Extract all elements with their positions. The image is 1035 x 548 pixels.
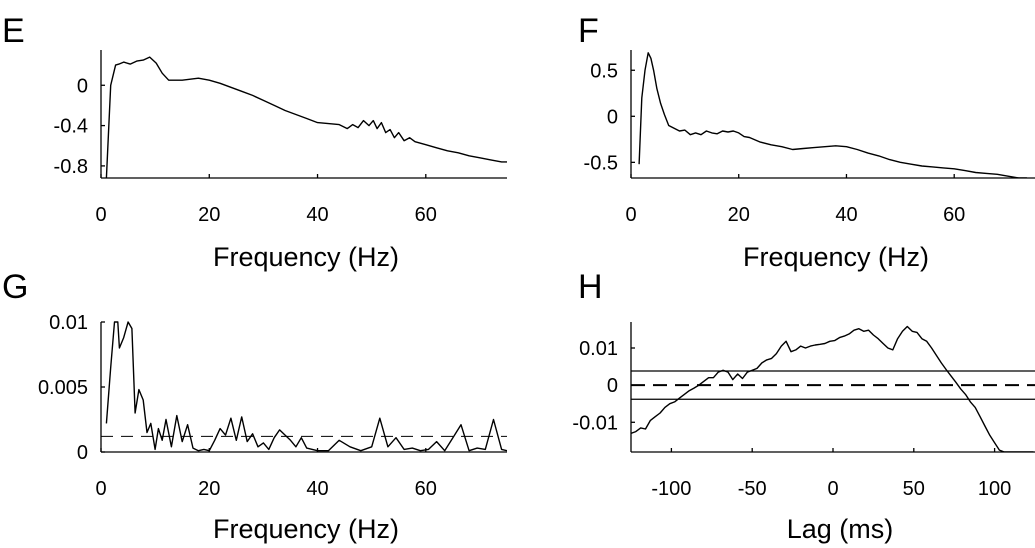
- panel-f-ytick-label: -0.5: [584, 152, 618, 174]
- panel-h-series-line: [631, 325, 1034, 452]
- panel-g-ytick-label: 0: [77, 442, 88, 464]
- panel-e-ytick-label: -0.4: [54, 116, 88, 138]
- panel-f-xlabel: Frequency (Hz): [743, 242, 929, 272]
- panel-g-xlabel: Frequency (Hz): [213, 514, 399, 544]
- panel-f-xtick-label: 0: [625, 204, 636, 226]
- panel-g-xtick-label: 60: [415, 478, 437, 500]
- panel-letter-e: E: [2, 12, 25, 50]
- panel-h-ytick-label: -0.01: [572, 412, 618, 434]
- panel-f: F Frequency (Hz) 0 20 40 60 0.5 0 -0.5: [578, 12, 1035, 272]
- panel-letter-f: F: [578, 12, 599, 50]
- panel-g-xtick-label: 0: [95, 478, 106, 500]
- panel-letter-h: H: [578, 268, 603, 306]
- panel-g: G Frequency (Hz) 0 20 40 60 0.01 0.005 0: [2, 268, 507, 544]
- panel-e-xlabel: Frequency (Hz): [213, 242, 399, 272]
- panel-letter-g: G: [2, 268, 28, 306]
- panel-e-series-line: [105, 56, 507, 178]
- panel-h-ytick-label: 0: [607, 375, 618, 397]
- panel-e-ytick-label: 0: [77, 75, 88, 97]
- panel-f-ytick-label: 0.5: [590, 60, 618, 82]
- panel-f-ytick-label: 0: [607, 106, 618, 128]
- panel-g-xtick-label: 20: [198, 478, 220, 500]
- panel-e-xtick-label: 0: [95, 204, 106, 226]
- panel-e-xtick-label: 40: [306, 204, 328, 226]
- panel-e-xtick-label: 20: [198, 204, 220, 226]
- panel-h-xtick-label: -100: [651, 478, 691, 500]
- panel-g-xtick-label: 40: [306, 478, 328, 500]
- panel-f-xtick-label: 60: [943, 204, 965, 226]
- panel-e-ytick-label: -0.8: [54, 156, 88, 178]
- panel-h-xtick-label: 50: [903, 478, 925, 500]
- panel-f-xtick-label: 20: [728, 204, 750, 226]
- panel-g-series-line: [105, 321, 507, 452]
- panel-h-xtick-label: 0: [827, 478, 838, 500]
- panel-h-xtick-label: -50: [738, 478, 767, 500]
- panel-g-ytick-label: 0.005: [38, 377, 88, 399]
- panel-h-ytick-label: 0.01: [579, 338, 618, 360]
- panel-h: H Lag (ms) -100 -50 0 50 100 0.01 0 -0.01: [572, 268, 1035, 544]
- panel-h-xtick-label: 100: [978, 478, 1011, 500]
- panel-g-ytick-label: 0.01: [49, 312, 88, 334]
- panel-f-series-line: [638, 52, 1027, 178]
- panel-e: E Frequency (Hz) 0 20 40 60 0 -0.4 -0.8: [2, 12, 507, 272]
- panel-f-xtick-label: 40: [835, 204, 857, 226]
- panel-h-xlabel: Lag (ms): [787, 514, 894, 544]
- panel-e-xtick-label: 60: [415, 204, 437, 226]
